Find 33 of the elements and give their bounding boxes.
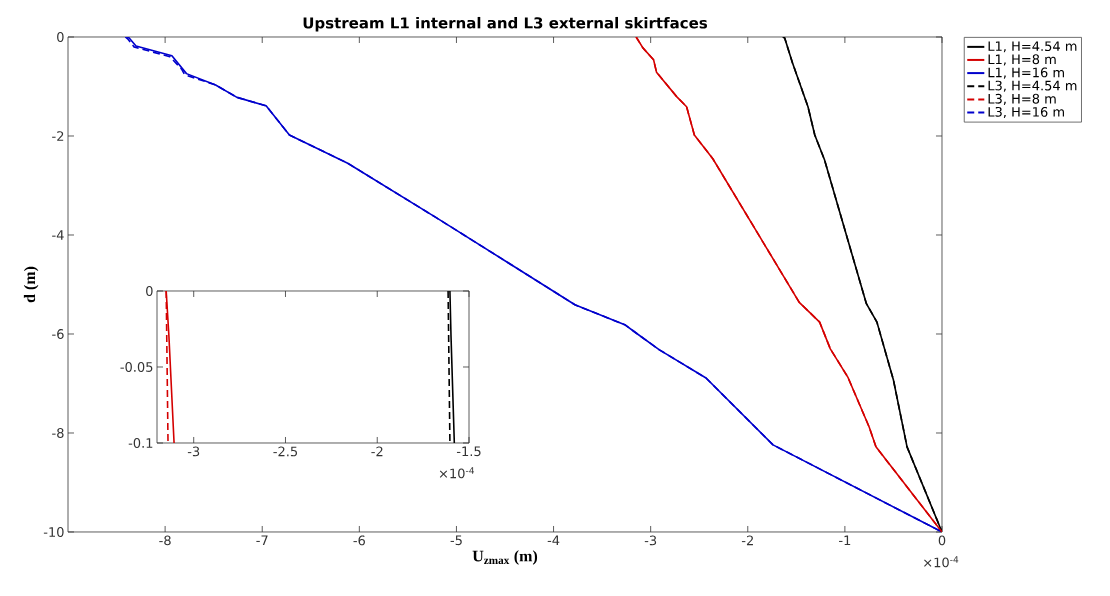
x-tick-label: 0 — [938, 535, 946, 546]
x-tick-label: -5 — [450, 535, 462, 546]
y-tick-label: -10 — [43, 527, 64, 537]
x-tick-label: -6 — [353, 535, 365, 546]
y-tick-label: -0.05 — [120, 362, 153, 372]
x-tick-label: -8 — [159, 535, 171, 546]
y-tick-label: -0.1 — [128, 438, 153, 448]
x-tick-label: -2 — [741, 535, 753, 546]
y-tick-label: 0 — [146, 286, 153, 296]
y-axis-title: d (m) — [23, 266, 39, 303]
x-tick-label: -2 — [371, 446, 383, 457]
x-tick-label: -2.5 — [273, 446, 298, 457]
legend-label: L1, H=8 m — [988, 54, 1056, 66]
text: ×10$^{-4}$ — [924, 556, 959, 568]
annotation: ×10$^{-4}$ — [439, 467, 475, 479]
y-tick-label: -6 — [52, 329, 64, 339]
x-tick-label: -1 — [839, 535, 851, 545]
legend-label: L3, H=8 m — [988, 93, 1056, 105]
legend-label: L3, H=4.54 m — [988, 80, 1077, 92]
legend-label: L1, H=16 m — [988, 67, 1064, 79]
y-tick-label: 0 — [57, 32, 64, 42]
x-tick-label: -1.5 — [456, 446, 481, 457]
y-tick-label: -2 — [52, 131, 64, 141]
legend-label: L3, H=16 m — [988, 106, 1064, 119]
y-tick-label: -8 — [52, 428, 64, 438]
chart-title: Upstream L1 internal and L3 external skirtfaces — [303, 16, 708, 32]
legend-label: L1, H=4.54 m — [988, 41, 1077, 53]
x-tick-label: -4 — [547, 535, 560, 545]
x-tick-label: -7 — [256, 535, 268, 545]
y-tick-label: -4 — [52, 230, 64, 240]
x-tick-label: -3 — [644, 535, 657, 546]
x-axis-title: U$_{zmax}$ (m) — [472, 550, 538, 565]
x-tick-label: -3 — [187, 446, 200, 457]
